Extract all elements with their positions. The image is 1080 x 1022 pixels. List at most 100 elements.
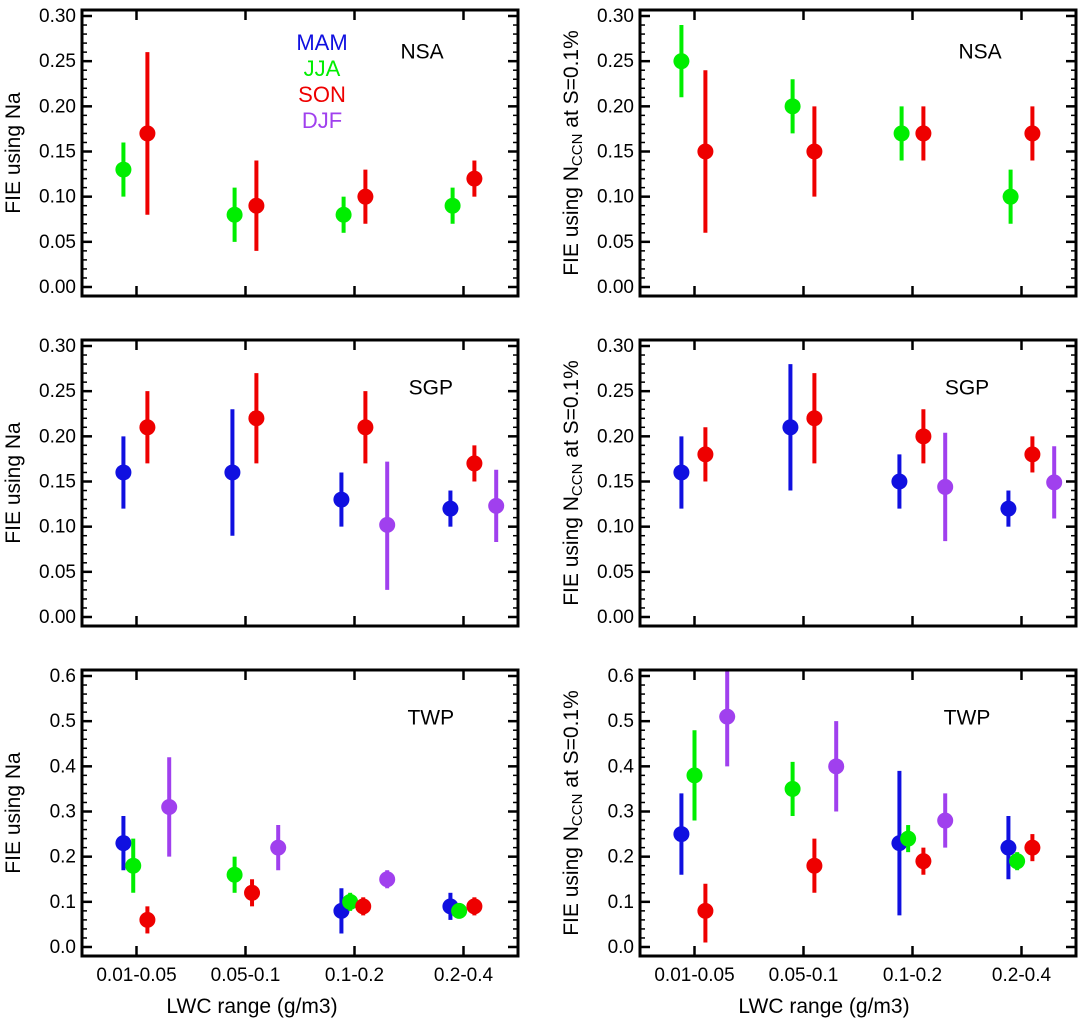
y-tick-label: 0.20 [597, 426, 634, 447]
data-layer [673, 364, 1063, 542]
y-tick-label: 0.3 [608, 802, 634, 823]
x-tick-label: 0.01-0.05 [96, 965, 176, 986]
data-point-son [357, 419, 374, 436]
y-tick-label: 0.15 [39, 472, 76, 493]
data-point-mam [673, 464, 690, 481]
data-point-son [244, 884, 261, 901]
y-tick-label: 0.15 [597, 142, 634, 163]
y-tick-label: 0.0 [608, 937, 634, 958]
data-point-son [248, 197, 265, 214]
data-point-son [466, 170, 483, 187]
y-tick-label: 0.15 [39, 142, 76, 163]
site-label: NSA [958, 41, 1001, 64]
y-tick-label: 0.2 [608, 847, 634, 868]
plot-frame [80, 668, 520, 958]
data-layer [115, 52, 483, 251]
y-tick-label: 0.2 [50, 847, 76, 868]
plot-frame [80, 338, 520, 628]
y-tick-label: 0.15 [597, 472, 634, 493]
y-tick-label: 0.3 [50, 802, 76, 823]
legend-item-djf: DJF [302, 108, 342, 133]
data-point-jja [444, 197, 461, 214]
y-tick-label: 0.05 [39, 562, 76, 583]
data-point-jja [900, 830, 917, 847]
y-axis-label: FIE using NCCN at S=0.1% [560, 690, 586, 936]
x-axis-label-right: LWC range (g/m3) [738, 995, 909, 1018]
data-point-son [806, 143, 823, 160]
y-tick-label: 0.20 [39, 426, 76, 447]
data-point-jja [784, 780, 801, 797]
data-point-mam [782, 419, 799, 436]
data-point-son [466, 455, 483, 472]
data-point-jja [673, 53, 690, 70]
x-tick-label: 0.2-0.4 [992, 965, 1052, 986]
data-point-jja [686, 767, 703, 784]
data-point-djf [161, 798, 178, 815]
data-point-mam [1000, 839, 1017, 856]
y-tick-label: 0.10 [39, 187, 76, 208]
plot-frame [638, 8, 1078, 298]
panels: 0.00 0.05 0.10 0.15 0.20 0.25 0.30 FIE using Na… [2, 6, 1078, 986]
x-axis-label-left: LWC range (g/m3) [166, 995, 337, 1018]
data-point-jja [1002, 188, 1019, 205]
y-axis-label: FIE using NCCN at S=0.1% [560, 360, 586, 606]
data-point-mam [333, 491, 350, 508]
x-tick-label: 0.05-0.1 [211, 965, 281, 986]
data-point-son [1024, 839, 1041, 856]
y-tick-label: 0.05 [39, 232, 76, 253]
site-label: SGP [945, 376, 989, 399]
y-tick-label: 0.25 [597, 51, 634, 72]
y-tick-label: 0.00 [597, 277, 634, 298]
plot-frame [80, 8, 520, 298]
y-tick-label: 0.1 [50, 892, 76, 913]
site-label: NSA [400, 41, 443, 64]
y-tick-label: 0.6 [50, 666, 76, 687]
y-tick-label: 0.25 [39, 381, 76, 402]
y-tick-label: 0.05 [597, 232, 634, 253]
data-point-jja [1009, 853, 1026, 870]
y-tick-label: 0.20 [597, 96, 634, 117]
y-axis-label: FIE using Na [2, 92, 25, 214]
panel-twp-na: 0.0 0.1 0.2 0.3 0.4 0.5 0.6 0.01-0.05 0.05-0.1 0.… [2, 666, 520, 986]
data-point-son [248, 410, 265, 427]
data-point-mam [1000, 500, 1017, 517]
data-point-jja [335, 206, 352, 223]
data-point-djf [270, 839, 287, 856]
y-tick-label: 0.00 [39, 607, 76, 628]
data-point-son [806, 857, 823, 874]
data-point-son [697, 902, 714, 919]
data-point-jja [125, 857, 142, 874]
data-point-djf [379, 516, 396, 533]
data-point-djf [828, 758, 845, 775]
panel-sgp-na: 0.00 0.05 0.10 0.15 0.20 0.25 0.30 FIE using Na… [2, 336, 520, 628]
x-tick-label: 0.1-0.2 [883, 965, 942, 986]
panel-sgp-nccn: 0.00 0.05 0.10 0.15 0.20 0.25 0.30 FIE using NC… [560, 336, 1078, 628]
data-point-mam [673, 826, 690, 843]
data-layer [673, 25, 1041, 233]
data-point-mam [442, 500, 459, 517]
y-axis-label: FIE using Na [2, 752, 25, 874]
x-tick-label: 0.05-0.1 [769, 965, 839, 986]
panel-nsa-na: 0.00 0.05 0.10 0.15 0.20 0.25 0.30 FIE using Na… [2, 6, 520, 298]
site-label: TWP [407, 706, 454, 729]
y-tick-label: 0.10 [597, 187, 634, 208]
y-tick-label: 0.10 [39, 517, 76, 538]
data-point-djf [1046, 474, 1063, 491]
y-axis-label: FIE using NCCN at S=0.1% [560, 30, 586, 276]
data-point-jja [784, 98, 801, 115]
data-point-son [139, 911, 156, 928]
data-point-son [697, 143, 714, 160]
y-tick-label: 0.00 [597, 607, 634, 628]
data-point-son [697, 446, 714, 463]
data-point-son [355, 898, 372, 915]
y-tick-label: 0.30 [597, 6, 634, 27]
y-axis-label: FIE using Na [2, 422, 25, 544]
data-point-son [915, 428, 932, 445]
data-layer [115, 757, 483, 934]
data-point-jja [115, 161, 132, 178]
y-tick-label: 0.30 [39, 6, 76, 27]
plot-frame [638, 338, 1078, 628]
plot-frame [638, 668, 1078, 958]
y-tick-label: 0.6 [608, 666, 634, 687]
